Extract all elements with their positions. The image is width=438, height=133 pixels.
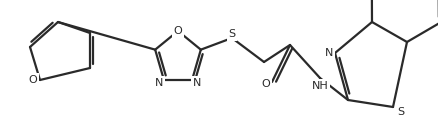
Text: N: N (193, 78, 201, 88)
Text: S: S (397, 107, 405, 117)
Text: N: N (155, 78, 163, 88)
Text: N: N (325, 48, 333, 58)
Text: O: O (261, 79, 270, 89)
Text: S: S (229, 29, 236, 39)
Text: NH: NH (311, 81, 328, 91)
Text: O: O (173, 26, 182, 36)
Text: O: O (28, 75, 37, 85)
